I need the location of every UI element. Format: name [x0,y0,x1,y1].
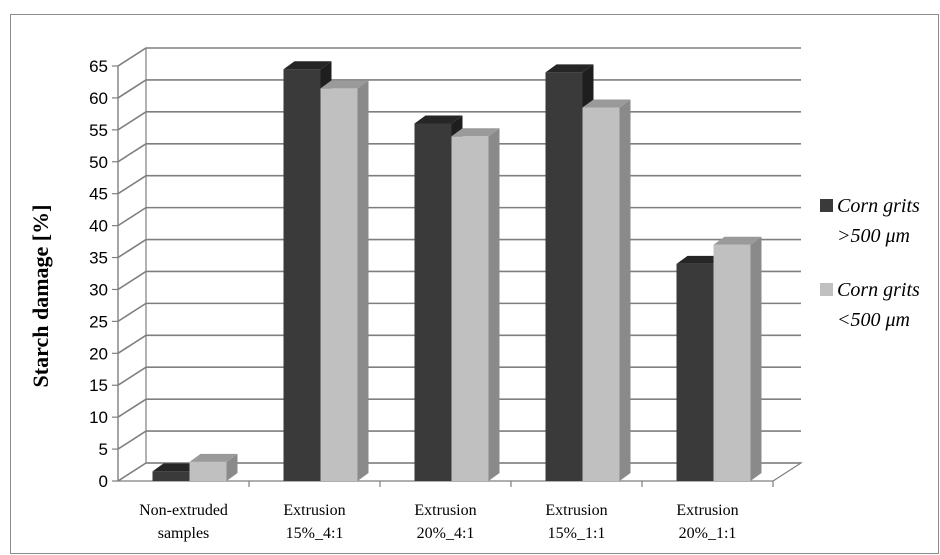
y-tick-label: 40 [89,217,108,236]
y-tick-label: 10 [89,408,108,427]
x-tick-label: Extrusion [283,502,345,519]
bar [676,263,714,481]
x-tick-label: Extrusion [676,502,738,519]
legend-swatch [820,199,833,212]
bar [320,88,358,481]
y-tick-label: 35 [89,249,108,268]
x-tick-label: Non-extruded [139,502,228,519]
bar [713,244,751,481]
y-tick-label: 60 [89,89,108,108]
y-tick-label: 25 [89,312,108,331]
y-tick-label: 55 [89,121,108,140]
y-tick-label: 20 [89,344,108,363]
bar-side [357,80,369,481]
bar-top [283,61,332,70]
bar-side [750,236,762,481]
bar [189,461,227,481]
x-tick-label: 20%_4:1 [417,525,475,542]
bar [152,471,190,481]
bar [451,136,489,481]
bar-top [451,128,500,137]
y-tick-label: 0 [99,472,108,491]
bar [582,107,620,481]
y-axis-label: Starch damage [%] [28,205,53,388]
x-tick-label: Extrusion [545,502,607,519]
y-tick-label: 30 [89,280,108,299]
y-tick-label: 65 [89,57,108,76]
bar-top [414,115,463,124]
bar-top [545,64,594,73]
bar-top [713,236,762,245]
bar-top [676,255,725,264]
bar [414,123,452,481]
legend-label: <500 μm [837,309,910,331]
y-tick-label: 15 [89,376,108,395]
bar-side [488,128,500,481]
bar-side [619,99,631,481]
bar [545,72,583,481]
y-tick-label: 5 [99,440,108,459]
legend-label: Corn grits [837,195,920,217]
legend-swatch [820,283,833,296]
y-tick-label: 50 [89,153,108,172]
x-tick-label: 15%_4:1 [286,525,344,542]
x-tick-label: 15%_1:1 [548,525,606,542]
bar [283,69,321,481]
legend-label: >500 μm [837,225,910,247]
bar-top [582,99,631,108]
x-tick-label: 20%_1:1 [679,525,737,542]
bar-side [226,453,238,481]
x-tick-label: samples [158,525,210,542]
y-tick-label: 45 [89,185,108,204]
x-tick-label: Extrusion [414,502,476,519]
bar-top [152,463,201,472]
bar-top [189,453,238,462]
bar-top [320,80,369,89]
legend-label: Corn grits [837,279,920,301]
